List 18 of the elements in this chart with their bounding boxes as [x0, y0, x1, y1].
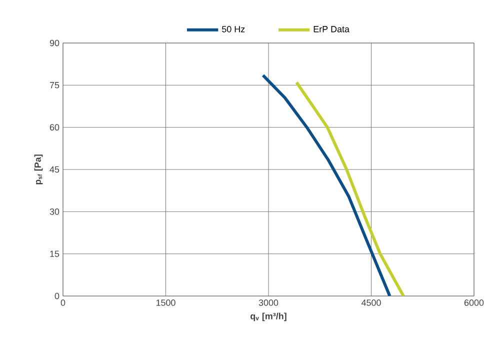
y-tick-label: 0 [54, 292, 60, 300]
legend-label: ErP Data [314, 26, 350, 32]
y-tick-label: 75 [50, 82, 60, 88]
y-axis-title: p$_{sf}$ [Pa] [34, 154, 43, 184]
y-tick-label: 60 [50, 124, 60, 131]
y-tick-label: 45 [50, 166, 60, 173]
y-tick-label: 90 [50, 40, 60, 46]
x-tick-label: 6000 [464, 300, 484, 306]
x-tick-label: 3000 [258, 300, 278, 306]
x-tick-label: 0 [60, 300, 66, 306]
x-axis-title: q$_{v}$ [m³/h] [250, 312, 286, 322]
line-series [262, 74, 392, 296]
x-tick-label: 1500 [156, 300, 176, 306]
legend-label: 50 Hz [222, 26, 245, 32]
line-series [295, 80, 405, 296]
x-tick-label: 4500 [361, 300, 381, 306]
y-tick-label: 30 [50, 208, 60, 215]
y-tick-label: 15 [50, 250, 60, 257]
